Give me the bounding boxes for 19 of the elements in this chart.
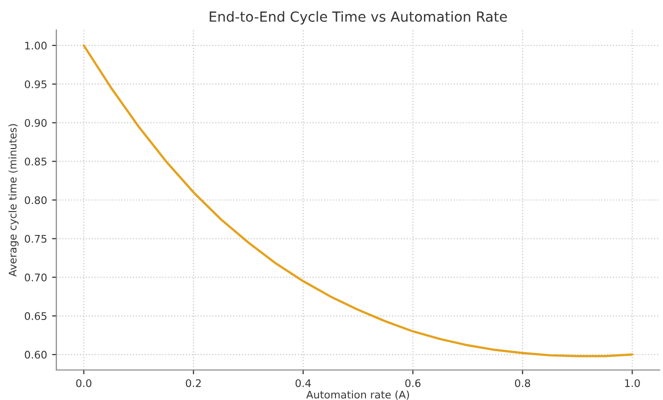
y-tick-label: 0.95 [24,80,46,88]
chart-title: End-to-End Cycle Time vs Automation Rate [210,11,507,25]
y-axis-title: Average cycle time (minutes) [8,124,19,277]
x-tick-label: 0.4 [296,379,311,388]
x-tick-label: 0.8 [514,379,530,388]
x-tick-label: 0.6 [405,379,420,388]
y-tick-label: 1.00 [25,42,47,50]
x-tick-label: 0.2 [186,379,201,388]
x-tick-label: 0.0 [76,379,92,388]
y-tick-label: 0.90 [24,118,47,127]
y-tick-label: 0.65 [24,312,46,320]
x-tick-label: 1.0 [625,379,640,388]
x-axis-title: Automation rate (A) [306,390,409,400]
y-tick-label: 0.75 [24,234,46,243]
y-tick-label: 0.60 [24,350,47,359]
y-tick-label: 0.70 [24,274,47,282]
y-tick-label: 0.85 [24,158,46,166]
y-tick-label: 0.80 [24,196,47,204]
line-series [82,44,634,358]
